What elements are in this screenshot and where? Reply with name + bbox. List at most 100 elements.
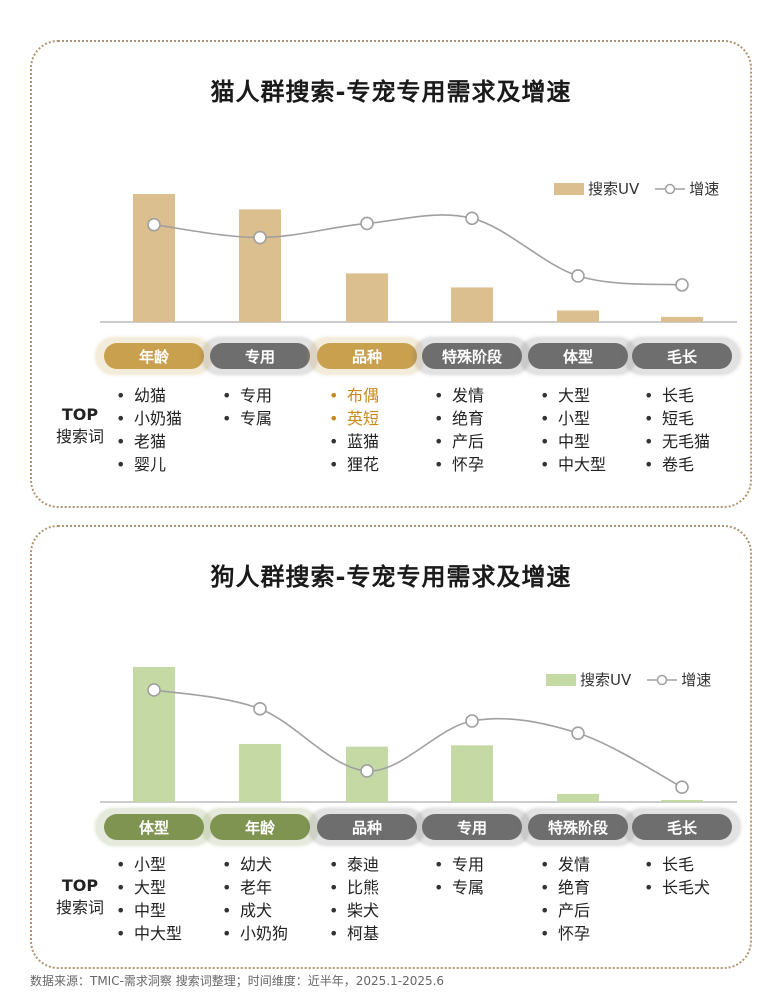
dog-legend-line-label: 增速 — [681, 671, 712, 689]
cat-pill-5: 毛长 — [624, 338, 740, 374]
cat-search-term-text: 中型 — [558, 432, 591, 451]
bar-专用 — [239, 209, 281, 322]
dog-search-term: • 中型 — [116, 899, 226, 922]
bullet-icon: • — [644, 878, 654, 897]
bullet-icon: • — [116, 386, 126, 405]
cat-search-term-text: 专属 — [240, 409, 273, 428]
dog-search-term-text: 老年 — [240, 878, 273, 897]
dog-search-term: • 专用 — [434, 853, 544, 876]
bullet-icon: • — [644, 432, 654, 451]
source-footnote: 数据来源：TMIC-需求洞察 搜索词整理；时间维度：近半年，2025.1-202… — [30, 974, 445, 988]
dog-search-term: • 小型 — [116, 853, 226, 876]
dog-search-term: • 比熊 — [329, 876, 439, 899]
growth-point-毛长 — [675, 780, 689, 794]
dog-search-term-text: 柯基 — [347, 924, 380, 943]
bullet-icon: • — [434, 409, 444, 428]
dog-panel-title: 狗人群搜索-专宠专用需求及增速 — [210, 563, 572, 591]
cat-search-term: • 蓝猫 — [329, 430, 439, 453]
cat-legend-line-icon — [655, 183, 686, 194]
bullet-icon: • — [116, 924, 126, 943]
growth-point-品种 — [360, 764, 374, 778]
bullet-icon: • — [329, 455, 339, 474]
dog-search-term-text: 绝育 — [558, 878, 591, 897]
dog-top-label: TOP 搜索词 — [40, 875, 120, 919]
bullet-icon: • — [329, 855, 339, 874]
dog-category-pills: 体型 年龄 品种 专用 特殊阶段 毛长 — [32, 809, 750, 849]
cat-panel: 猫人群搜索-专宠专用需求及增速 搜索UV 增速 年龄 专用 品种 特殊阶段 体型 毛长 T… — [30, 40, 752, 508]
growth-point-专用 — [465, 714, 479, 728]
cat-search-term-text: 小型 — [558, 409, 591, 428]
cat-pill-2: 品种 — [309, 338, 425, 374]
cat-term-column-2: • 布偶 • 英短 • 蓝猫 • 狸花 — [329, 384, 439, 476]
cat-search-term-text: 怀孕 — [452, 455, 485, 474]
bullet-icon: • — [434, 878, 444, 897]
bullet-icon: • — [116, 432, 126, 451]
cat-term-column-1: • 专用 • 专属 — [222, 384, 332, 430]
cat-term-column-3: • 发情 • 绝育 • 产后 • 怀孕 — [434, 384, 544, 476]
dog-pill-0: 体型 — [96, 809, 212, 845]
cat-term-column-5: • 长毛 • 短毛 • 无毛猫 • 卷毛 — [644, 384, 754, 476]
cat-search-term-text: 英短 — [347, 409, 380, 428]
bullet-icon: • — [434, 386, 444, 405]
dog-search-term-text: 大型 — [134, 878, 167, 897]
bullet-icon: • — [434, 855, 444, 874]
growth-point-体型 — [147, 683, 161, 697]
cat-search-term-text: 蓝猫 — [347, 432, 380, 451]
dog-term-column-5: • 长毛 • 长毛犬 — [644, 853, 754, 899]
bullet-icon: • — [540, 409, 550, 428]
cat-search-term-text: 发情 — [452, 386, 485, 405]
bullet-icon: • — [540, 901, 550, 920]
cat-search-term: • 中型 — [540, 430, 650, 453]
bullet-icon: • — [222, 924, 232, 943]
cat-pill-label: 年龄 — [104, 343, 204, 369]
dog-search-term: • 发情 — [540, 853, 650, 876]
bar-特殊阶段 — [451, 287, 493, 322]
growth-point-特殊阶段 — [465, 211, 479, 226]
dog-search-term: • 中大型 — [116, 922, 226, 945]
growth-line — [153, 689, 683, 788]
dog-search-term: • 小奶狗 — [222, 922, 332, 945]
dog-search-term-text: 比熊 — [347, 878, 380, 897]
dog-search-term-text: 中型 — [134, 901, 167, 920]
cat-pill-1: 专用 — [202, 338, 318, 374]
cat-pill-0: 年龄 — [96, 338, 212, 374]
cat-search-term: • 发情 — [434, 384, 544, 407]
cat-search-term: • 卷毛 — [644, 453, 754, 476]
cat-search-term: • 小奶猫 — [116, 407, 226, 430]
bullet-icon: • — [644, 855, 654, 874]
bullet-icon: • — [222, 386, 232, 405]
bullet-icon: • — [116, 901, 126, 920]
cat-search-term: • 专用 — [222, 384, 332, 407]
dog-search-term: • 柴犬 — [329, 899, 439, 922]
cat-pill-label: 品种 — [317, 343, 417, 369]
bullet-icon: • — [434, 455, 444, 474]
dog-search-term: • 产后 — [540, 899, 650, 922]
dog-pill-label: 品种 — [317, 814, 417, 840]
cat-legend-bar-swatch — [554, 182, 584, 195]
cat-search-term: • 英短 — [329, 407, 439, 430]
growth-point-年龄 — [147, 217, 161, 232]
dog-term-column-4: • 发情 • 绝育 • 产后 • 怀孕 — [540, 853, 650, 945]
dog-search-term: • 绝育 — [540, 876, 650, 899]
bullet-icon: • — [329, 432, 339, 451]
dog-pill-label: 专用 — [422, 814, 522, 840]
cat-legend: 搜索UV 增速 — [554, 178, 719, 199]
cat-search-term: • 中大型 — [540, 453, 650, 476]
dog-search-term: • 专属 — [434, 876, 544, 899]
cat-search-term: • 无毛猫 — [644, 430, 754, 453]
cat-search-term-text: 布偶 — [347, 386, 380, 405]
dog-pill-label: 特殊阶段 — [528, 814, 628, 840]
dog-legend-line-icon — [647, 674, 678, 685]
bullet-icon: • — [222, 409, 232, 428]
cat-category-pills: 年龄 专用 品种 特殊阶段 体型 毛长 — [32, 338, 750, 378]
cat-search-term: • 短毛 — [644, 407, 754, 430]
bullet-icon: • — [540, 432, 550, 451]
cat-search-term-text: 幼猫 — [134, 386, 167, 405]
bar-年龄 — [133, 194, 175, 322]
bar-体型 — [557, 310, 599, 322]
dog-search-term-text: 小奶狗 — [240, 924, 289, 943]
growth-point-特殊阶段 — [571, 726, 585, 740]
dog-pill-label: 毛长 — [632, 814, 732, 840]
cat-search-term-text: 卷毛 — [662, 455, 695, 474]
dog-term-column-3: • 专用 • 专属 — [434, 853, 544, 899]
